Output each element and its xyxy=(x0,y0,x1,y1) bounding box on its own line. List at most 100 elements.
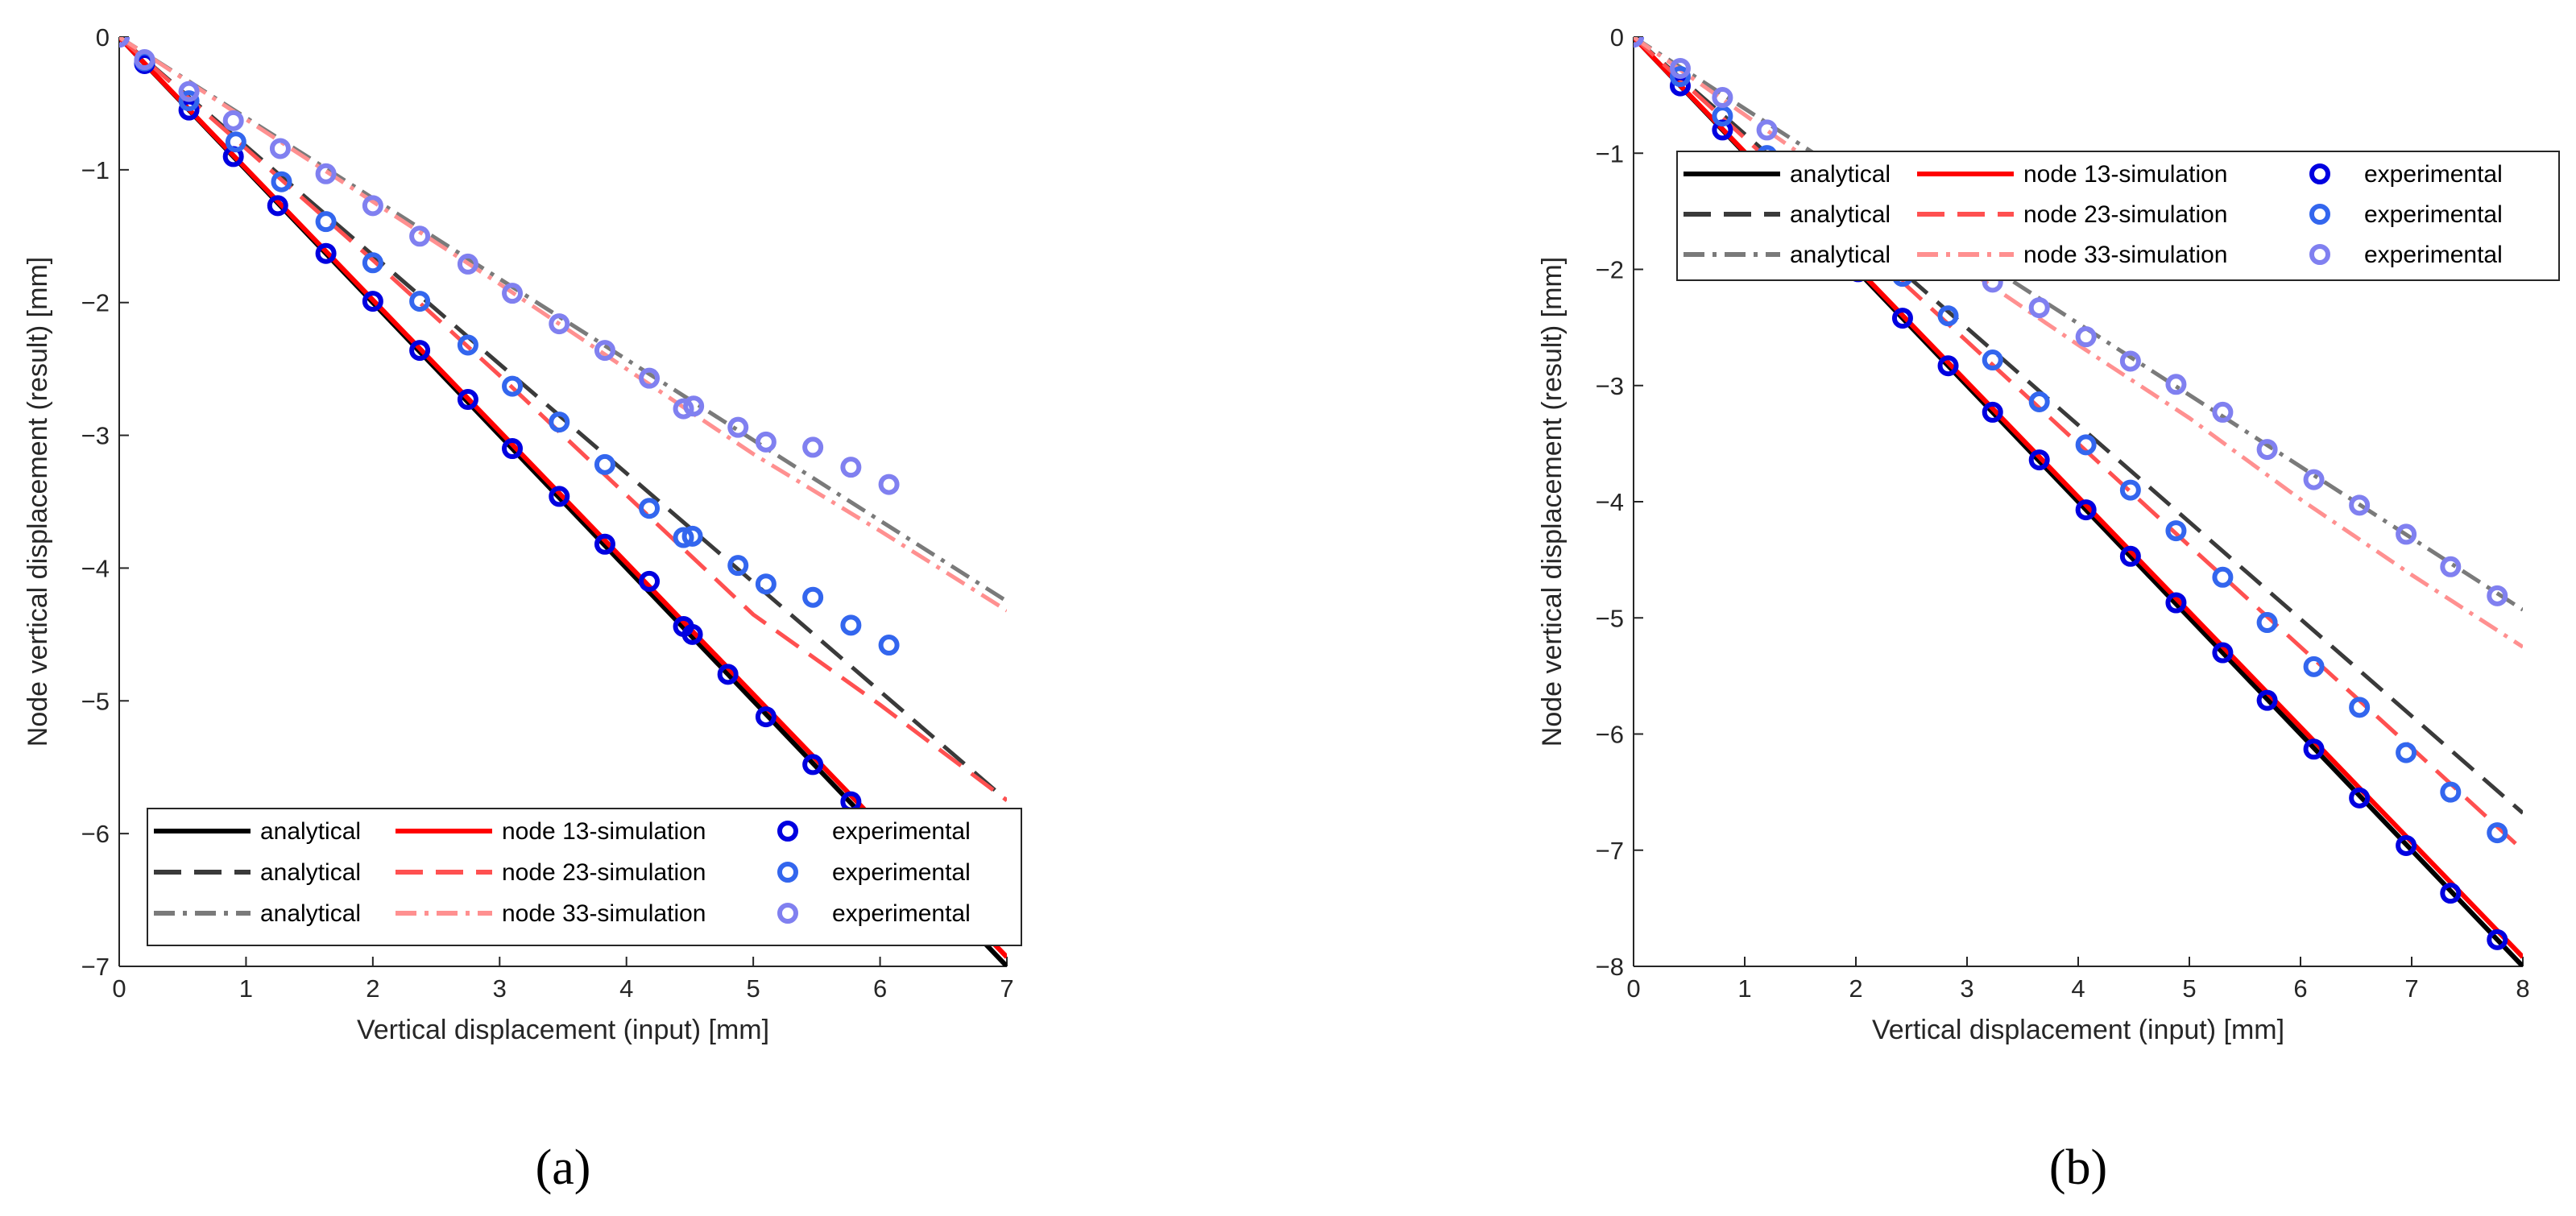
y-tick-label: −7 xyxy=(81,953,110,981)
experimental-point xyxy=(2028,297,2050,319)
experimental-point xyxy=(2256,439,2278,461)
legend-label: experimental xyxy=(2364,242,2503,268)
experimental-point xyxy=(2119,479,2141,501)
legend-label: analytical xyxy=(260,900,361,927)
y-tick-label: −1 xyxy=(1596,139,1624,168)
y-tick-label: −5 xyxy=(81,687,110,715)
legend-label: analytical xyxy=(1790,242,1891,268)
experimental-point xyxy=(727,555,749,577)
legend-label: experimental xyxy=(832,900,971,927)
experimental-point xyxy=(2487,822,2508,844)
plot-area xyxy=(119,37,1007,966)
y-tick-label: −8 xyxy=(1596,953,1624,981)
experimental-point xyxy=(2165,374,2187,395)
y-tick-label: −6 xyxy=(1596,721,1624,749)
x-tick-label: 1 xyxy=(239,974,253,1003)
x-tick-label: 7 xyxy=(2404,974,2418,1003)
x-tick-label: 8 xyxy=(2516,974,2529,1003)
series-line-node-33-simulation-dashdot xyxy=(119,37,1007,613)
experimental-point xyxy=(639,498,661,519)
experimental-point xyxy=(549,412,570,433)
x-tick-label: 2 xyxy=(366,974,379,1003)
experimental-point xyxy=(409,225,431,247)
experimental-point xyxy=(594,453,615,475)
experimental-point xyxy=(673,527,694,548)
legend-marker xyxy=(2309,163,2330,184)
panel-label: (a) xyxy=(536,1140,591,1195)
experimental-point xyxy=(2165,592,2187,614)
experimental-point xyxy=(1669,57,1691,79)
experimental-point xyxy=(2396,742,2417,763)
experimental-point xyxy=(2396,523,2417,545)
x-tick-label: 5 xyxy=(2182,974,2196,1003)
x-tick-label: 1 xyxy=(1737,974,1751,1003)
experimental-point xyxy=(1712,87,1733,109)
experimental-point xyxy=(225,131,246,153)
experimental-point xyxy=(362,252,383,274)
y-tick-label: −1 xyxy=(81,156,110,184)
experimental-point xyxy=(457,389,478,411)
legend-label: experimental xyxy=(832,818,971,845)
experimental-point xyxy=(1891,308,1913,329)
experimental-point xyxy=(1982,401,2003,423)
x-tick-label: 3 xyxy=(493,974,507,1003)
experimental-point xyxy=(502,438,524,460)
experimental-point xyxy=(267,195,288,217)
x-tick-label: 6 xyxy=(873,974,887,1003)
experimental-point xyxy=(409,291,431,312)
experimental-point xyxy=(683,395,705,417)
experimental-point xyxy=(2349,787,2371,809)
legend-marker xyxy=(777,903,798,924)
experimental-point xyxy=(2212,401,2234,423)
experimental-point xyxy=(840,614,862,636)
experimental-point xyxy=(2349,494,2371,516)
experimental-point xyxy=(717,664,739,685)
experimental-point xyxy=(1982,349,2003,371)
experimental-point xyxy=(878,635,900,656)
experimental-point xyxy=(2303,469,2325,490)
x-tick-label: 3 xyxy=(1960,974,1973,1003)
experimental-point xyxy=(2440,556,2462,577)
experimental-point xyxy=(457,334,478,356)
series-line-analytical-dashdot xyxy=(1634,37,2523,612)
y-tick-label: 0 xyxy=(1610,23,1624,52)
legend-label: experimental xyxy=(2364,201,2503,228)
experimental-point xyxy=(2028,391,2050,412)
experimental-point xyxy=(2349,697,2371,718)
experimental-point xyxy=(2028,449,2050,471)
legend-marker xyxy=(2309,204,2330,225)
experimental-point xyxy=(134,49,155,71)
experimental-point xyxy=(178,81,200,102)
legend-box xyxy=(1676,151,2560,281)
legend-label: node 23-simulation xyxy=(2023,201,2228,228)
y-tick-label: −7 xyxy=(1596,837,1624,865)
y-tick-label: −4 xyxy=(81,554,110,582)
series-line-node-23-simulation-dashed xyxy=(119,37,1007,802)
experimental-point xyxy=(178,99,200,121)
series-line-analytical-dashed xyxy=(1634,37,2523,815)
experimental-point xyxy=(1669,66,1691,88)
experimental-point xyxy=(315,242,337,264)
panel-a-chart: 0 1 2 3 4 5 6 7 0 −1 −2 −3 −4 −5 −6 −7 Vertical displace… xyxy=(23,23,1022,1195)
experimental-point xyxy=(1756,119,1778,141)
experimental-point xyxy=(840,457,862,478)
experimental-point xyxy=(2075,434,2097,456)
x-tick-label: 2 xyxy=(1849,974,1862,1003)
legend-marker xyxy=(777,821,798,842)
experimental-point xyxy=(755,431,777,453)
y-axis-label: Node vertical displacement (result) [mm] xyxy=(1537,257,1568,747)
experimental-point xyxy=(362,291,383,312)
experimental-point xyxy=(639,570,661,592)
legend-label: node 13-simulation xyxy=(502,818,706,845)
x-tick-label: 5 xyxy=(747,974,760,1003)
y-tick-label: −3 xyxy=(1596,372,1624,400)
experimental-point xyxy=(502,375,524,397)
y-tick-label: −3 xyxy=(81,422,110,450)
x-tick-label: 7 xyxy=(1000,974,1013,1003)
experimental-point xyxy=(2440,883,2462,904)
experimental-point xyxy=(2212,642,2234,664)
experimental-point xyxy=(269,138,291,159)
legend-label: node 23-simulation xyxy=(502,859,706,886)
experimental-point xyxy=(755,573,777,595)
x-tick-label: 0 xyxy=(1626,974,1640,1003)
